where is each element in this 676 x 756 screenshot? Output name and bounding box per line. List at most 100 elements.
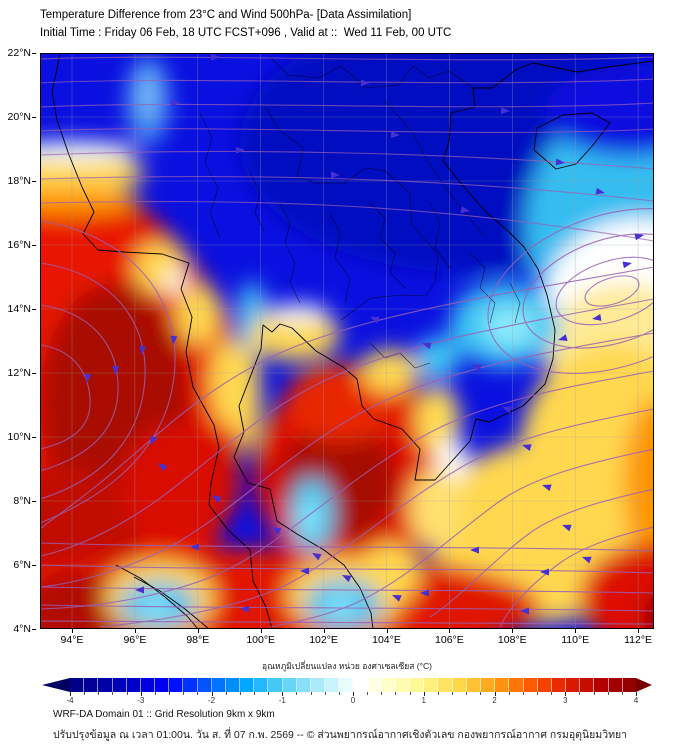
colorbar-segment <box>183 678 198 692</box>
colorbar-tick-label: 3 <box>563 696 568 705</box>
lat-tick-label: 6°N <box>13 559 31 571</box>
lat-tick-label: 18°N <box>7 175 31 187</box>
colorbar-segment <box>268 678 283 692</box>
lat-tick-mark <box>32 437 36 438</box>
lat-tick-mark <box>32 501 36 502</box>
colorbar-segment <box>523 678 538 692</box>
colorbar-minor-tick <box>536 692 538 695</box>
colorbar-right-cap <box>636 678 652 692</box>
map-svg <box>40 53 654 629</box>
lon-tick-mark <box>638 629 640 633</box>
colorbar-minor-tick <box>98 692 100 695</box>
lat-tick-mark <box>32 181 36 182</box>
colorbar-segment <box>70 678 85 692</box>
lon-tick-mark <box>197 629 199 633</box>
colorbar-minor-tick <box>621 692 623 695</box>
colorbar-segment <box>254 678 269 692</box>
colorbar-segment <box>112 678 127 692</box>
colorbar-minor-tick <box>268 692 270 695</box>
lon-tick-mark <box>449 629 451 633</box>
streamlines <box>40 56 654 628</box>
colorbar-major-tick <box>353 692 354 696</box>
lon-axis: 94°E 96°E 98°E 100°E 102°E 104°E 106°E 108°E 110… <box>40 629 654 651</box>
colorbar-minor-tick <box>593 692 595 695</box>
colorbar-tick-label: 4 <box>633 696 639 705</box>
colorbar-label: อุณหภูมิเปลี่ยนแปลง หน่วย องศาเซลเซียส (… <box>262 661 432 671</box>
lon-tick-label: 112°E <box>624 634 653 646</box>
colorbar-minor-tick <box>480 692 482 695</box>
colorbar-segment <box>225 678 241 692</box>
colorbar-segment <box>466 678 481 692</box>
coastlines <box>51 53 654 629</box>
colorbar-minor-tick <box>126 692 128 695</box>
colorbar-minor-tick <box>395 692 397 695</box>
lat-tick-mark <box>32 373 36 374</box>
colorbar-segment <box>438 678 453 692</box>
colorbar-minor-tick <box>437 692 439 695</box>
colorbar-segment <box>211 678 226 692</box>
colorbar-major-tick <box>565 692 567 696</box>
colorbar-major-tick <box>636 692 637 696</box>
lon-tick-mark <box>72 629 73 633</box>
lat-tick-mark <box>32 53 36 54</box>
colorbar-segment <box>395 678 411 692</box>
lat-tick-mark <box>32 309 36 310</box>
colorbar-major-tick <box>211 692 213 696</box>
colorbar-left-cap <box>42 678 70 692</box>
lat-axis: 22°N 20°N 18°N 16°N 14°N 12°N 10°N 8°N 6°N 4°N <box>0 47 36 635</box>
colorbar-major-tick <box>140 692 142 696</box>
colorbar-minor-tick <box>381 692 383 695</box>
colorbar-tick-label: 1 <box>421 696 426 705</box>
lon-tick-mark <box>260 629 262 633</box>
colorbar-segment <box>339 678 354 692</box>
colorbar-minor-tick <box>296 692 298 695</box>
lat-tick-label: 16°N <box>7 239 31 251</box>
colorbar-minor-tick <box>169 692 171 695</box>
lon-tick-mark <box>386 629 388 633</box>
colorbar-minor-tick <box>367 692 369 695</box>
lon-tick-mark <box>134 629 136 633</box>
lat-tick-mark <box>32 629 36 630</box>
lat-tick-label: 14°N <box>7 303 31 315</box>
colorbar-segment <box>98 678 113 692</box>
colorbar-segment <box>197 678 212 692</box>
colorbar-tick-label: 0 <box>350 696 356 705</box>
colorbar-minor-tick <box>607 692 609 695</box>
lat-tick-mark <box>32 565 36 566</box>
lon-tick-label: 98°E <box>186 634 210 646</box>
lat-tick-mark <box>32 117 36 118</box>
colorbar-body <box>70 678 636 692</box>
colorbar-segment <box>84 678 99 692</box>
colorbar-segment <box>509 678 524 692</box>
colorbar <box>42 678 652 692</box>
lon-tick-label: 104°E <box>372 634 401 646</box>
colorbar-segment <box>424 678 439 692</box>
colorbar-segment <box>325 678 340 692</box>
colorbar-segment <box>169 678 184 692</box>
graticule <box>40 53 654 629</box>
colorbar-minor-tick <box>452 692 454 695</box>
lon-tick-mark <box>575 629 577 633</box>
colorbar-tick-label: -4 <box>66 696 74 705</box>
colorbar-segment <box>140 678 156 692</box>
colorbar-minor-tick <box>225 692 227 695</box>
colorbar-segment <box>240 678 255 692</box>
colorbar-minor-tick <box>239 692 241 695</box>
colorbar-segment <box>594 678 609 692</box>
colorbar-minor-tick <box>183 692 185 695</box>
colorbar-minor-tick <box>154 692 156 695</box>
colorbar-minor-tick <box>197 692 199 695</box>
lon-tick-label: 106°E <box>435 634 464 646</box>
lat-tick-label: 4°N <box>13 623 31 635</box>
colorbar-minor-tick <box>112 692 114 695</box>
colorbar-segment <box>353 678 368 692</box>
colorbar-segment <box>410 678 425 692</box>
colorbar-segment <box>622 678 636 692</box>
lat-tick-mark <box>32 245 36 246</box>
colorbar-minor-tick <box>84 692 86 695</box>
colorbar-minor-tick <box>522 692 524 695</box>
lon-tick-label: 94°E <box>60 634 84 646</box>
page-title: Temperature Difference from 23°C and Win… <box>40 9 412 21</box>
colorbar-tick-label: -1 <box>278 696 286 705</box>
footer-update-info: ปรับปรุงข้อมูล ณ เวลา 01:00น. วัน ส. ที่… <box>53 729 628 741</box>
